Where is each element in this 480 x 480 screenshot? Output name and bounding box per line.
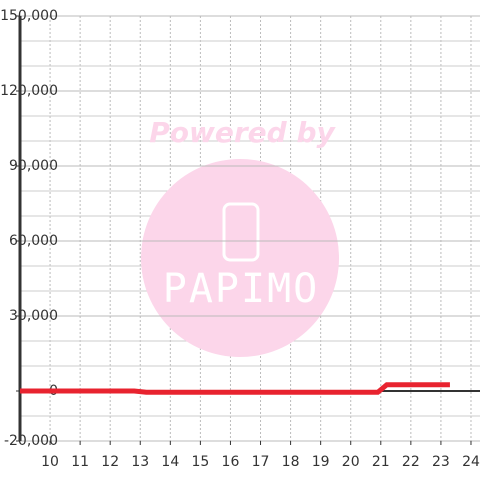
data-line [20,382,450,395]
watermark-text: Powered by [149,116,336,149]
watermark-phone [222,202,260,262]
x-tick-label: 13 [131,454,149,470]
x-tick-label: 24 [462,454,480,470]
watermark-circle [141,159,339,357]
x-tick-label: 18 [282,454,300,470]
x-tick-label: 10 [41,454,59,470]
y-tick-label: -20,000 [4,433,58,449]
x-tick-label: 11 [71,454,89,470]
x-tick-label: 15 [191,454,209,470]
x-tick-label: 16 [222,454,240,470]
x-tick-label: 19 [312,454,330,470]
x-tick-label: 22 [402,454,420,470]
x-tick-label: 17 [252,454,270,470]
x-tick-label: 20 [342,454,360,470]
y-tick-label: 150,000 [0,8,58,24]
x-tick-label: 12 [101,454,119,470]
y-tick-label: 120,000 [0,83,58,99]
x-tick-label: 14 [161,454,179,470]
y-tick-label: 60,000 [9,233,58,249]
x-tick-label: 21 [372,454,390,470]
x-tick-label: 23 [432,454,450,470]
watermark-logo: PAPIMO [163,266,320,312]
y-tick-label: 90,000 [9,158,58,174]
y-tick-label: 30,000 [9,308,58,324]
